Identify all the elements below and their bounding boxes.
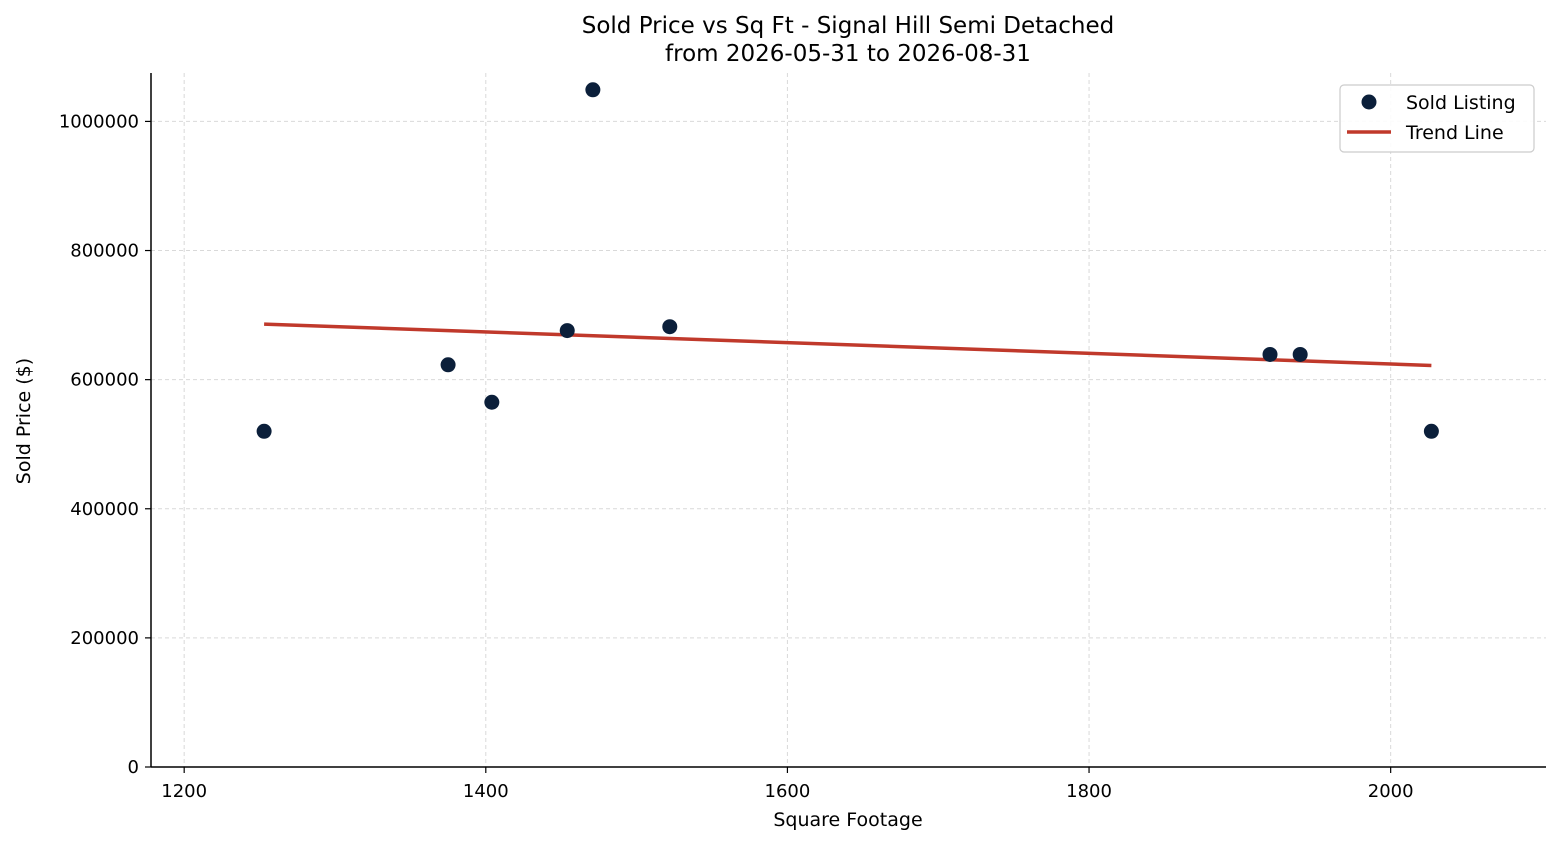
sold-listing-point <box>1292 346 1308 362</box>
y-tick-label: 600000 <box>70 370 139 391</box>
sold-listing-point <box>256 423 272 439</box>
sold-listing-point <box>585 82 601 98</box>
sold-listing-point <box>1262 346 1278 362</box>
y-tick-label: 1000000 <box>59 111 139 132</box>
tick-labels: 1200 1400 1600 1800 2000 0 200000 400000 600000 8… <box>59 111 1414 802</box>
sold-listing-point <box>440 357 456 373</box>
legend-box <box>1339 84 1535 153</box>
x-tick-label: 1600 <box>765 781 811 802</box>
x-tick-label: 1800 <box>1066 781 1112 802</box>
legend: Sold Listing Trend Line <box>1339 84 1535 153</box>
legend-label: Trend Line <box>1405 122 1504 144</box>
y-tick-label: 200000 <box>70 628 139 649</box>
x-tick-label: 1400 <box>463 781 509 802</box>
x-tick-label: 1200 <box>161 781 207 802</box>
sold-listing-point <box>1423 423 1439 439</box>
chart-subtitle: from 2026-05-31 to 2026-08-31 <box>665 41 1031 67</box>
y-tick-label: 800000 <box>70 241 139 262</box>
sold-listing-point <box>484 394 500 410</box>
sold-listing-point <box>662 319 678 335</box>
y-tick-label: 400000 <box>70 499 139 520</box>
legend-marker-scatter <box>1361 94 1377 110</box>
chart-title: Sold Price vs Sq Ft - Signal Hill Semi D… <box>582 13 1115 39</box>
x-axis-label: Square Footage <box>773 809 922 831</box>
trend-line <box>264 322 1432 368</box>
grid-lines <box>151 73 1546 768</box>
y-tick-label: 0 <box>128 757 139 778</box>
y-axis-label: Sold Price ($) <box>13 358 35 484</box>
legend-label: Sold Listing <box>1406 92 1516 114</box>
plot-data <box>256 82 1439 439</box>
x-tick-label: 2000 <box>1368 781 1414 802</box>
axes <box>145 73 1546 773</box>
sold-listing-point <box>559 323 575 339</box>
